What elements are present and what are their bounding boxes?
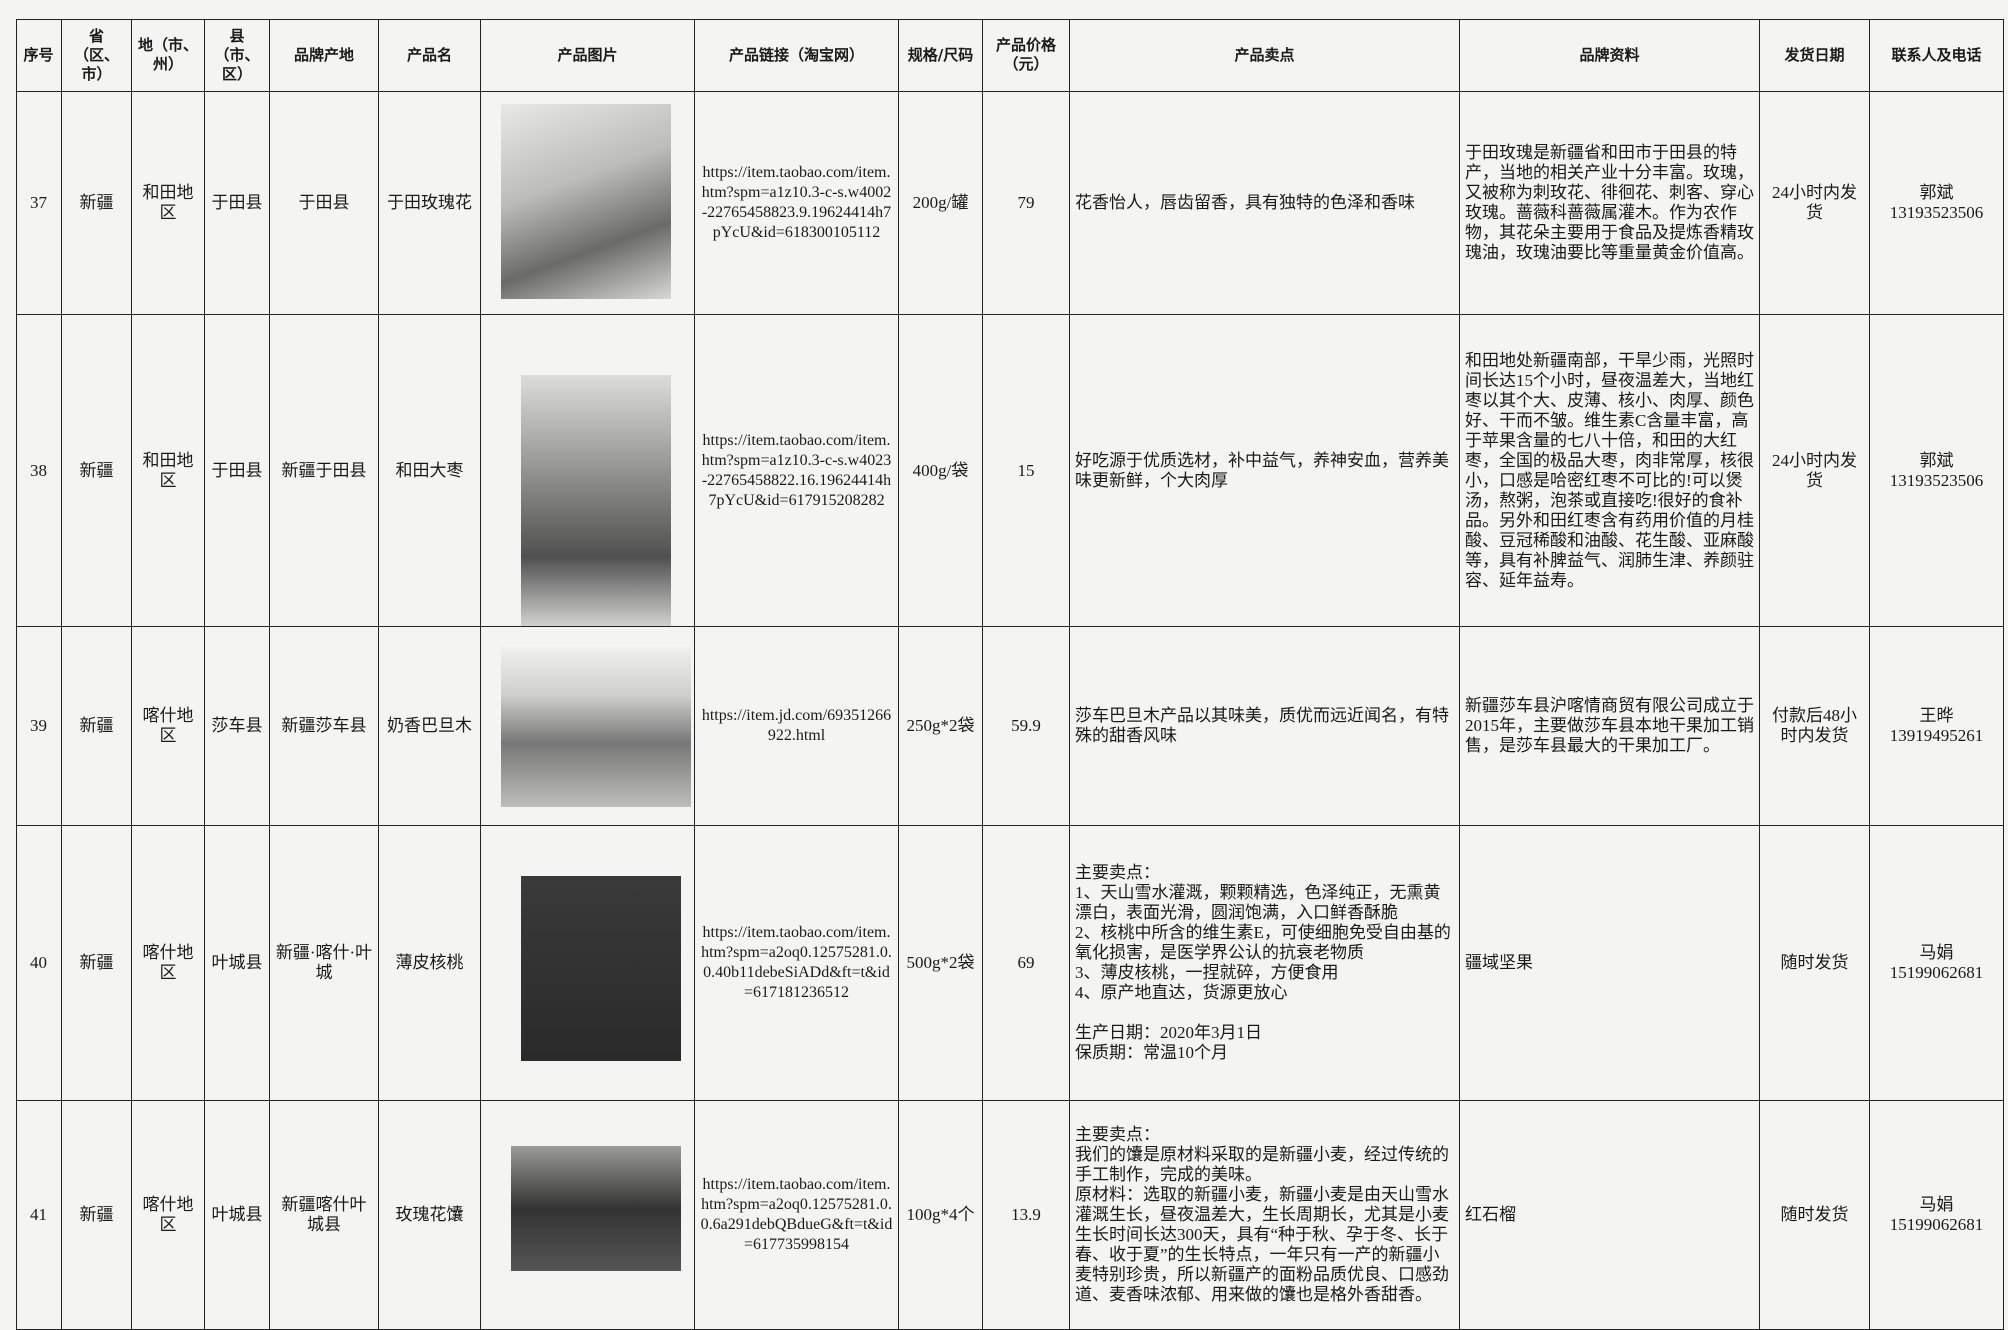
county: 叶城县 bbox=[205, 1101, 270, 1330]
row-number: 41 bbox=[16, 1101, 62, 1330]
county: 于田县 bbox=[205, 315, 270, 627]
spec: 500g*2袋 bbox=[899, 826, 983, 1101]
ship-date: 24小时内发货 bbox=[1760, 92, 1870, 315]
prefecture: 喀什地区 bbox=[132, 1101, 205, 1330]
spec: 200g/罐 bbox=[899, 92, 983, 315]
product-name: 薄皮核桃 bbox=[379, 826, 481, 1101]
brand-info: 疆域坚果 bbox=[1460, 826, 1760, 1101]
brand-info: 和田地处新疆南部，干旱少雨，光照时间长达15个小时，昼夜温差大，当地红枣以其个大… bbox=[1460, 315, 1760, 627]
brand-info: 红石榴 bbox=[1460, 1101, 1760, 1330]
product-link: https://item.taobao.com/item.htm?spm=a2o… bbox=[695, 826, 899, 1101]
image-cell bbox=[481, 627, 695, 826]
province: 新疆 bbox=[62, 627, 132, 826]
product-name: 玫瑰花馕 bbox=[379, 1101, 481, 1330]
province: 新疆 bbox=[62, 826, 132, 1101]
header-cell: 发货日期 bbox=[1760, 19, 1870, 92]
header-cell: 县（市、区） bbox=[205, 19, 270, 92]
contact: 王晔 13919495261 bbox=[1870, 627, 2004, 826]
row-number: 38 bbox=[16, 315, 62, 627]
header-cell: 品牌产地 bbox=[270, 19, 379, 92]
product-image bbox=[511, 1146, 681, 1271]
prefecture: 喀什地区 bbox=[132, 627, 205, 826]
product-link: https://item.taobao.com/item.htm?spm=a1z… bbox=[695, 315, 899, 627]
prefecture: 和田地区 bbox=[132, 92, 205, 315]
contact: 马娟 15199062681 bbox=[1870, 1101, 2004, 1330]
header-cell: 品牌资料 bbox=[1460, 19, 1760, 92]
product-name: 和田大枣 bbox=[379, 315, 481, 627]
brand-origin: 新疆莎车县 bbox=[270, 627, 379, 826]
ship-date: 付款后48小时内发货 bbox=[1760, 627, 1870, 826]
selling-points: 主要卖点： 1、天山雪水灌溉，颗颗精选，色泽纯正，无熏黄漂白，表面光滑，圆润饱满… bbox=[1070, 826, 1460, 1101]
header-cell: 产品名 bbox=[379, 19, 481, 92]
row-number: 39 bbox=[16, 627, 62, 826]
price: 15 bbox=[983, 315, 1070, 627]
price: 69 bbox=[983, 826, 1070, 1101]
row-number: 37 bbox=[16, 92, 62, 315]
product-image bbox=[501, 104, 671, 299]
price: 79 bbox=[983, 92, 1070, 315]
image-cell bbox=[481, 826, 695, 1101]
contact: 马娟 15199062681 bbox=[1870, 826, 2004, 1101]
province: 新疆 bbox=[62, 92, 132, 315]
selling-points: 莎车巴旦木产品以其味美，质优而远近闻名，有特殊的甜香风味 bbox=[1070, 627, 1460, 826]
county: 叶城县 bbox=[205, 826, 270, 1101]
image-cell bbox=[481, 1101, 695, 1330]
county: 于田县 bbox=[205, 92, 270, 315]
brand-info: 新疆莎车县沪喀情商贸有限公司成立于2015年，主要做莎车县本地干果加工销售，是莎… bbox=[1460, 627, 1760, 826]
table-frame bbox=[16, 19, 2004, 1330]
header-cell: 地（市、州） bbox=[132, 19, 205, 92]
brand-origin: 于田县 bbox=[270, 92, 379, 315]
row-number: 40 bbox=[16, 826, 62, 1101]
product-name: 于田玫瑰花 bbox=[379, 92, 481, 315]
prefecture: 和田地区 bbox=[132, 315, 205, 627]
brand-origin: 新疆·喀什·叶城 bbox=[270, 826, 379, 1101]
header-cell: 产品链接（淘宝网） bbox=[695, 19, 899, 92]
header-cell: 规格/尺码 bbox=[899, 19, 983, 92]
contact: 郭斌 13193523506 bbox=[1870, 315, 2004, 627]
product-link: https://item.taobao.com/item.htm?spm=a2o… bbox=[695, 1101, 899, 1330]
selling-points: 好吃源于优质选材，补中益气，养神安血，营养美味更新鲜，个大肉厚 bbox=[1070, 315, 1460, 627]
selling-points: 花香怡人，唇齿留香，具有独特的色泽和香味 bbox=[1070, 92, 1460, 315]
header-cell: 联系人及电话 bbox=[1870, 19, 2004, 92]
ship-date: 随时发货 bbox=[1760, 826, 1870, 1101]
image-cell bbox=[481, 315, 695, 627]
header-cell: 序号 bbox=[16, 19, 62, 92]
header-cell: 产品卖点 bbox=[1070, 19, 1460, 92]
brand-origin: 新疆喀什叶城县 bbox=[270, 1101, 379, 1330]
ship-date: 24小时内发货 bbox=[1760, 315, 1870, 627]
spec: 400g/袋 bbox=[899, 315, 983, 627]
province: 新疆 bbox=[62, 1101, 132, 1330]
product-image bbox=[521, 876, 681, 1061]
product-link: https://item.taobao.com/item.htm?spm=a1z… bbox=[695, 92, 899, 315]
spec: 100g*4个 bbox=[899, 1101, 983, 1330]
county: 莎车县 bbox=[205, 627, 270, 826]
province: 新疆 bbox=[62, 315, 132, 627]
product-link: https://item.jd.com/69351266922.html bbox=[695, 627, 899, 826]
contact: 郭斌 13193523506 bbox=[1870, 92, 2004, 315]
spec: 250g*2袋 bbox=[899, 627, 983, 826]
prefecture: 喀什地区 bbox=[132, 826, 205, 1101]
selling-points: 主要卖点： 我们的馕是原材料采取的是新疆小麦，经过传统的手工制作，完成的美味。 … bbox=[1070, 1101, 1460, 1330]
brand-origin: 新疆于田县 bbox=[270, 315, 379, 627]
product-image bbox=[521, 375, 671, 626]
header-cell: 产品价格（元） bbox=[983, 19, 1070, 92]
price: 13.9 bbox=[983, 1101, 1070, 1330]
header-cell: 产品图片 bbox=[481, 19, 695, 92]
brand-info: 于田玫瑰是新疆省和田市于田县的特产，当地的相关产业十分丰富。玫瑰，又被称为刺玫花… bbox=[1460, 92, 1760, 315]
ship-date: 随时发货 bbox=[1760, 1101, 1870, 1330]
price: 59.9 bbox=[983, 627, 1070, 826]
product-name: 奶香巴旦木 bbox=[379, 627, 481, 826]
header-cell: 省（区、市） bbox=[62, 19, 132, 92]
product-image bbox=[501, 647, 691, 807]
image-cell bbox=[481, 92, 695, 315]
